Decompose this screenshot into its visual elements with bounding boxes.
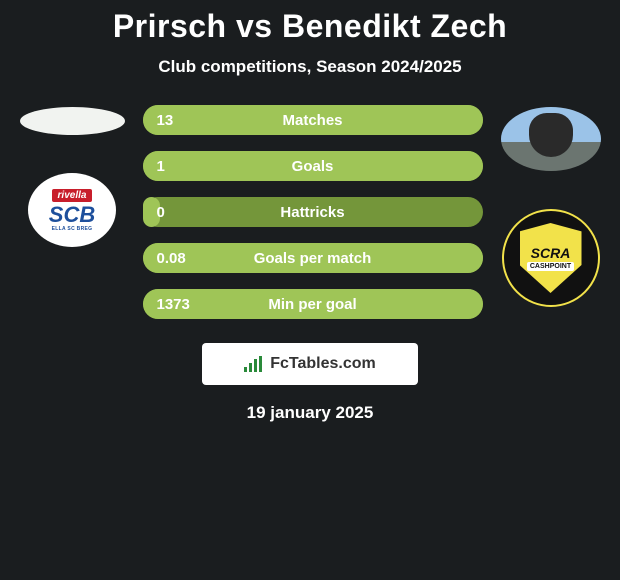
- player-avatar-right: [501, 107, 601, 171]
- stat-bar: 0Hattricks: [143, 197, 483, 227]
- club-short-right: SCRA: [531, 246, 571, 260]
- club-sponsor-left: rivella: [52, 189, 93, 202]
- club-tag-right: CASHPOINT: [527, 262, 574, 271]
- stat-bar: 1Goals: [143, 151, 483, 181]
- comparison-row: rivella SCB ELLA SC BREG 13Matches 1Goals…: [0, 105, 620, 319]
- subtitle: Club competitions, Season 2024/2025: [0, 57, 620, 77]
- stat-bar: 1373Min per goal: [143, 289, 483, 319]
- date-label: 19 january 2025: [0, 403, 620, 423]
- right-column: SCRA CASHPOINT: [501, 105, 601, 307]
- page-title: Prirsch vs Benedikt Zech: [0, 8, 620, 45]
- club-badge-right: SCRA CASHPOINT: [502, 209, 600, 307]
- left-column: rivella SCB ELLA SC BREG: [20, 105, 125, 247]
- stat-label: Goals: [143, 158, 483, 175]
- club-badge-left: rivella SCB ELLA SC BREG: [28, 173, 116, 247]
- footer-brand-badge: FcTables.com: [202, 343, 418, 385]
- stat-bar: 13Matches: [143, 105, 483, 135]
- club-sub-left: ELLA SC BREG: [52, 226, 93, 232]
- footer-brand-text: FcTables.com: [270, 355, 376, 373]
- player-avatar-left: [20, 107, 125, 135]
- bar-chart-icon: [244, 356, 264, 372]
- stat-label: Goals per match: [143, 250, 483, 267]
- stat-bars: 13Matches 1Goals 0Hattricks 0.08Goals per m…: [143, 105, 483, 319]
- stat-label: Matches: [143, 112, 483, 129]
- club-short-left: SCB: [49, 204, 95, 226]
- stat-label: Min per goal: [143, 296, 483, 313]
- stat-bar: 0.08Goals per match: [143, 243, 483, 273]
- stat-label: Hattricks: [143, 204, 483, 221]
- club-shield-right: SCRA CASHPOINT: [520, 223, 582, 293]
